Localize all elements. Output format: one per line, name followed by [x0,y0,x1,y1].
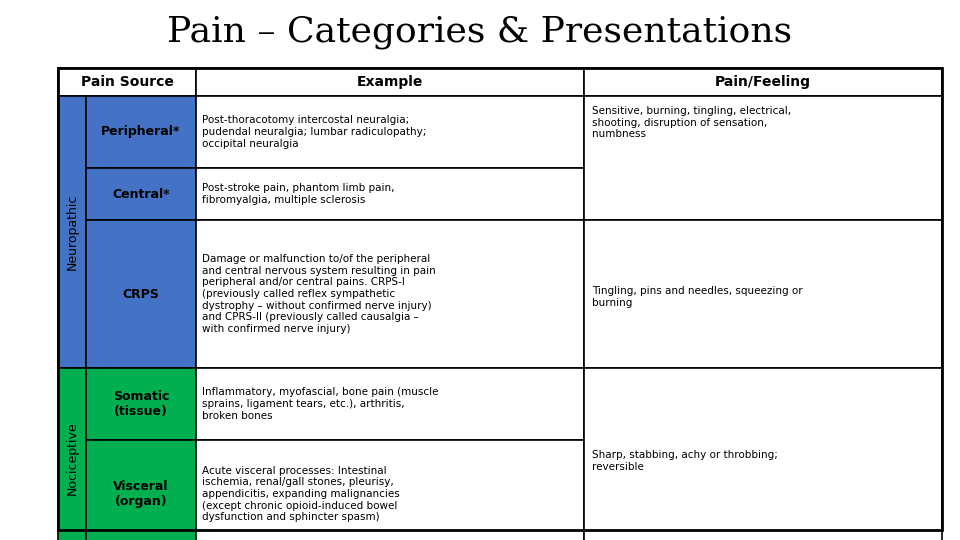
Text: Sensitive, burning, tingling, electrical,
shooting, disruption of sensation,
num: Sensitive, burning, tingling, electrical… [592,106,791,139]
Text: Pain/Feeling: Pain/Feeling [715,75,811,89]
Bar [584,220,942,368]
Bar [86,220,196,368]
Bar [196,368,584,440]
Text: Nociceptive: Nociceptive [65,421,79,495]
Text: Central*: Central* [112,187,170,200]
Text: Visceral
(organ): Visceral (organ) [113,480,169,508]
Text: Neuropathic: Neuropathic [65,194,79,270]
Bar [58,96,86,368]
Bar [584,368,942,540]
Text: Acute visceral processes: Intestinal
ischemia, renal/gall stones, pleurisy,
appe: Acute visceral processes: Intestinal isc… [202,466,399,522]
Bar [58,368,86,540]
Text: Pain – Categories & Presentations: Pain – Categories & Presentations [167,15,793,49]
Bar [196,168,584,220]
Bar [86,440,196,540]
Bar [86,368,196,440]
Text: CRPS: CRPS [123,287,159,300]
Bar [58,68,942,530]
Bar [196,440,584,540]
Text: Sharp, stabbing, achy or throbbing;
reversible: Sharp, stabbing, achy or throbbing; reve… [592,450,778,471]
Text: Somatic
(tissue): Somatic (tissue) [113,390,169,418]
Bar [196,68,584,96]
Text: Example: Example [357,75,423,89]
Bar [86,96,196,168]
Bar [58,68,196,96]
Text: Peripheral*: Peripheral* [102,125,180,138]
Bar [584,96,942,220]
Bar [584,68,942,96]
Bar [86,168,196,220]
Text: Post-stroke pain, phantom limb pain,
fibromyalgia, multiple sclerosis: Post-stroke pain, phantom limb pain, fib… [202,183,395,205]
Bar [196,220,584,368]
Bar [196,96,584,168]
Text: Inflammatory, myofascial, bone pain (muscle
sprains, ligament tears, etc.), arth: Inflammatory, myofascial, bone pain (mus… [202,387,439,421]
Text: Post-thoracotomy intercostal neuralgia;
pudendal neuralgia; lumbar radiculopathy: Post-thoracotomy intercostal neuralgia; … [202,116,426,148]
Text: Damage or malfunction to/of the peripheral
and central nervous system resulting : Damage or malfunction to/of the peripher… [202,254,436,334]
Text: Pain Source: Pain Source [81,75,174,89]
Text: Tingling, pins and needles, squeezing or
burning: Tingling, pins and needles, squeezing or… [592,286,803,308]
